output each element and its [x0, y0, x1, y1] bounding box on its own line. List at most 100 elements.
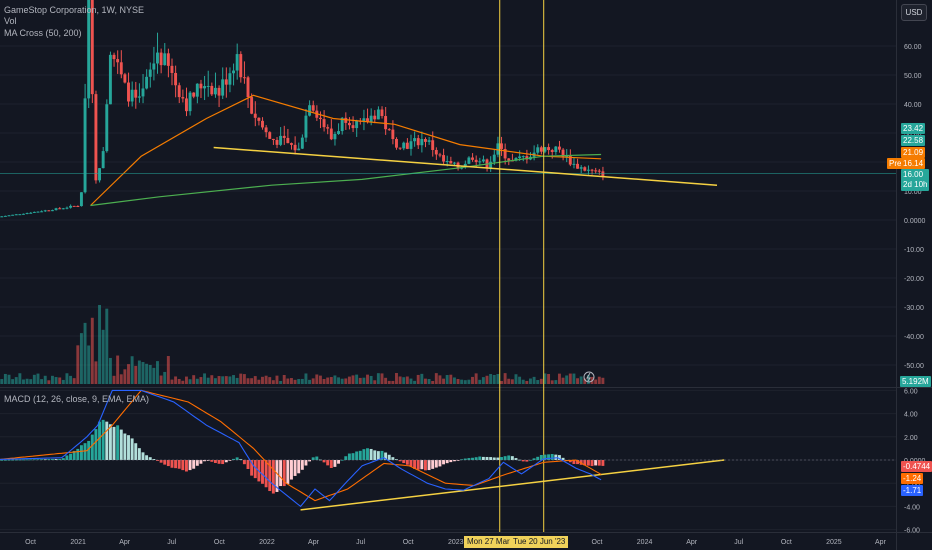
- candle-body: [98, 168, 101, 181]
- candle-body: [286, 137, 290, 144]
- candle-body: [380, 109, 384, 117]
- candle-body: [471, 157, 474, 160]
- time-axis-tick: 2023: [448, 539, 464, 546]
- volume-bar: [195, 378, 199, 384]
- macd-histogram-bar: [387, 454, 391, 460]
- candle-body: [174, 72, 178, 86]
- macd-histogram-bar: [293, 460, 297, 476]
- volume-bar: [119, 374, 123, 384]
- macd-histogram-bar: [409, 460, 413, 467]
- candles: [0, 0, 605, 218]
- candle-body: [181, 97, 185, 99]
- candle-body: [438, 154, 442, 156]
- candle-body: [257, 117, 261, 121]
- candle-body: [261, 120, 264, 128]
- candle-body: [489, 161, 493, 169]
- macd-histogram-bar: [460, 459, 464, 461]
- macd-histogram-bar: [380, 450, 384, 460]
- candle-body: [253, 113, 257, 118]
- candle-body: [282, 135, 286, 138]
- high-price-tag: 23.42: [901, 123, 926, 134]
- lightning-bolt-icon: [586, 372, 591, 382]
- candle-body: [87, 0, 91, 99]
- macd-histogram-bar: [507, 455, 511, 460]
- currency-button[interactable]: USD: [901, 4, 927, 21]
- volume-bar: [583, 378, 587, 384]
- candle-body: [79, 192, 83, 207]
- volume-indicator-label[interactable]: Vol: [4, 16, 17, 26]
- time-axis-tick: 2021: [70, 539, 86, 546]
- price-axis-tick: 50.00: [904, 73, 922, 80]
- macd-histogram-bar: [521, 460, 525, 462]
- candle-body: [47, 210, 51, 212]
- candle-body: [101, 151, 105, 169]
- ma-cross-indicator-label[interactable]: MA Cross (50, 200): [4, 28, 82, 38]
- volume-bar: [213, 378, 217, 384]
- volume-bar: [228, 376, 232, 384]
- macd-histogram-bar: [351, 453, 355, 460]
- macd-indicator-label[interactable]: MACD (12, 26, close, 9, EMA, EMA): [4, 394, 150, 404]
- macd-histogram-bar: [116, 425, 120, 460]
- candle-body: [500, 143, 503, 149]
- macd-histogram-bar: [112, 426, 116, 460]
- macd-histogram-bar: [478, 456, 482, 460]
- candle-body: [514, 158, 518, 161]
- last-price-value: 16.00: [903, 170, 924, 179]
- volume-bar: [22, 379, 25, 384]
- volume-bar: [163, 371, 167, 384]
- macd-histogram-bar: [130, 438, 134, 460]
- macd-histogram-bar: [416, 460, 420, 470]
- volume-bar: [318, 375, 322, 384]
- price-axis-tick: -10.00: [904, 247, 924, 254]
- symbol-title[interactable]: GameStop Corporation, 1W, NYSE: [4, 5, 145, 15]
- volume-bar: [329, 377, 333, 384]
- candle-body: [496, 143, 500, 155]
- volume-bar: [199, 377, 203, 384]
- macd-histogram-bar: [304, 460, 308, 466]
- candle-body: [3, 215, 7, 217]
- candle-body: [148, 69, 152, 77]
- macd-histogram-bar: [297, 460, 301, 474]
- volume-bar: [18, 373, 22, 384]
- volume-bar: [456, 378, 460, 384]
- price-axis-tick: -20.00: [904, 276, 924, 283]
- macd-histogram-bar: [72, 450, 76, 460]
- candle-body: [210, 85, 214, 95]
- candle-body: [474, 159, 478, 163]
- candle-body: [518, 156, 522, 159]
- macd-axis-tick: 4.00: [904, 412, 918, 419]
- volume-bar: [184, 376, 188, 384]
- macd-histogram-bar: [22, 459, 25, 461]
- macd-histogram-bar: [601, 460, 605, 466]
- candle-body: [188, 92, 192, 112]
- macd-histogram-bar: [525, 460, 529, 462]
- macd-histogram-bar: [275, 460, 279, 492]
- volume-bar: [369, 375, 373, 384]
- candle-body: [373, 115, 377, 120]
- volume-bar: [50, 375, 54, 384]
- candle-body: [166, 53, 170, 66]
- volume-bar: [405, 376, 409, 384]
- candle-body: [289, 143, 293, 145]
- lightning-icon: [583, 371, 595, 383]
- macd-histogram-bar: [76, 448, 80, 460]
- macd-histogram-bar: [474, 457, 478, 460]
- macd-histogram-bar: [119, 429, 123, 460]
- candle-body: [268, 132, 272, 139]
- candle-body: [572, 163, 576, 165]
- time-axis-tick: Jul: [167, 539, 176, 546]
- macd-histogram-bar: [177, 460, 181, 469]
- volume-bar: [536, 380, 540, 384]
- macd-histogram-bar: [79, 445, 83, 460]
- volume-bar: [380, 373, 384, 384]
- pre-market-price-tag: 16.14: [901, 158, 926, 169]
- time-axis-tick: Apr: [308, 539, 320, 546]
- volume-bar: [159, 375, 163, 384]
- price-trendline: [213, 146, 718, 186]
- ma-slow-price-tag: 22.58: [901, 135, 926, 146]
- candle-body: [246, 77, 250, 98]
- price-axis-tick: 10.00: [904, 189, 922, 196]
- candle-body: [65, 207, 69, 209]
- volume-bar: [246, 378, 250, 384]
